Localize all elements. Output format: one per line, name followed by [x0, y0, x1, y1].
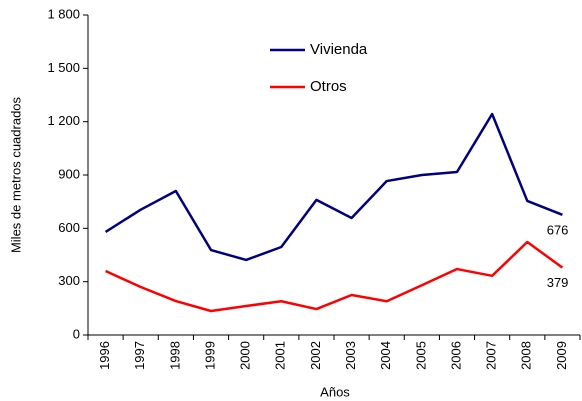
series-line [104, 112, 563, 262]
x-tick-label: 2005 [413, 341, 428, 370]
legend-label: Otros [310, 78, 347, 95]
y-axis-label: Miles de metros cuadrados [8, 96, 23, 253]
x-tick-label: 1997 [132, 341, 147, 370]
x-tick-label: 1999 [202, 341, 217, 370]
y-tick-label: 300 [58, 273, 80, 288]
series-line [105, 240, 564, 313]
data-label: 379 [547, 275, 569, 290]
data-label: 676 [547, 222, 569, 237]
x-tick-label: 2000 [238, 341, 253, 370]
x-tick-label: 2009 [554, 341, 569, 370]
x-tick-label: 2008 [519, 341, 534, 370]
x-tick-label: 2003 [343, 341, 358, 370]
y-tick-label: 900 [58, 166, 80, 181]
x-tick-label: 1996 [97, 341, 112, 370]
y-tick-label: 1 200 [47, 113, 80, 128]
y-tick-label: 1 800 [47, 6, 80, 21]
legend-label: Vivienda [310, 41, 368, 58]
x-tick-label: 2001 [273, 341, 288, 370]
x-tick-label: 2007 [484, 341, 499, 370]
x-tick-label: 2006 [448, 341, 463, 370]
y-tick-label: 1 500 [47, 60, 80, 75]
x-axis-label: Años [320, 384, 350, 399]
x-tick-label: 1998 [167, 341, 182, 370]
x-tick-label: 2002 [308, 341, 323, 370]
y-tick-label: 600 [58, 220, 80, 235]
x-tick-label: 2004 [378, 341, 393, 370]
y-tick-label: 0 [73, 326, 80, 341]
